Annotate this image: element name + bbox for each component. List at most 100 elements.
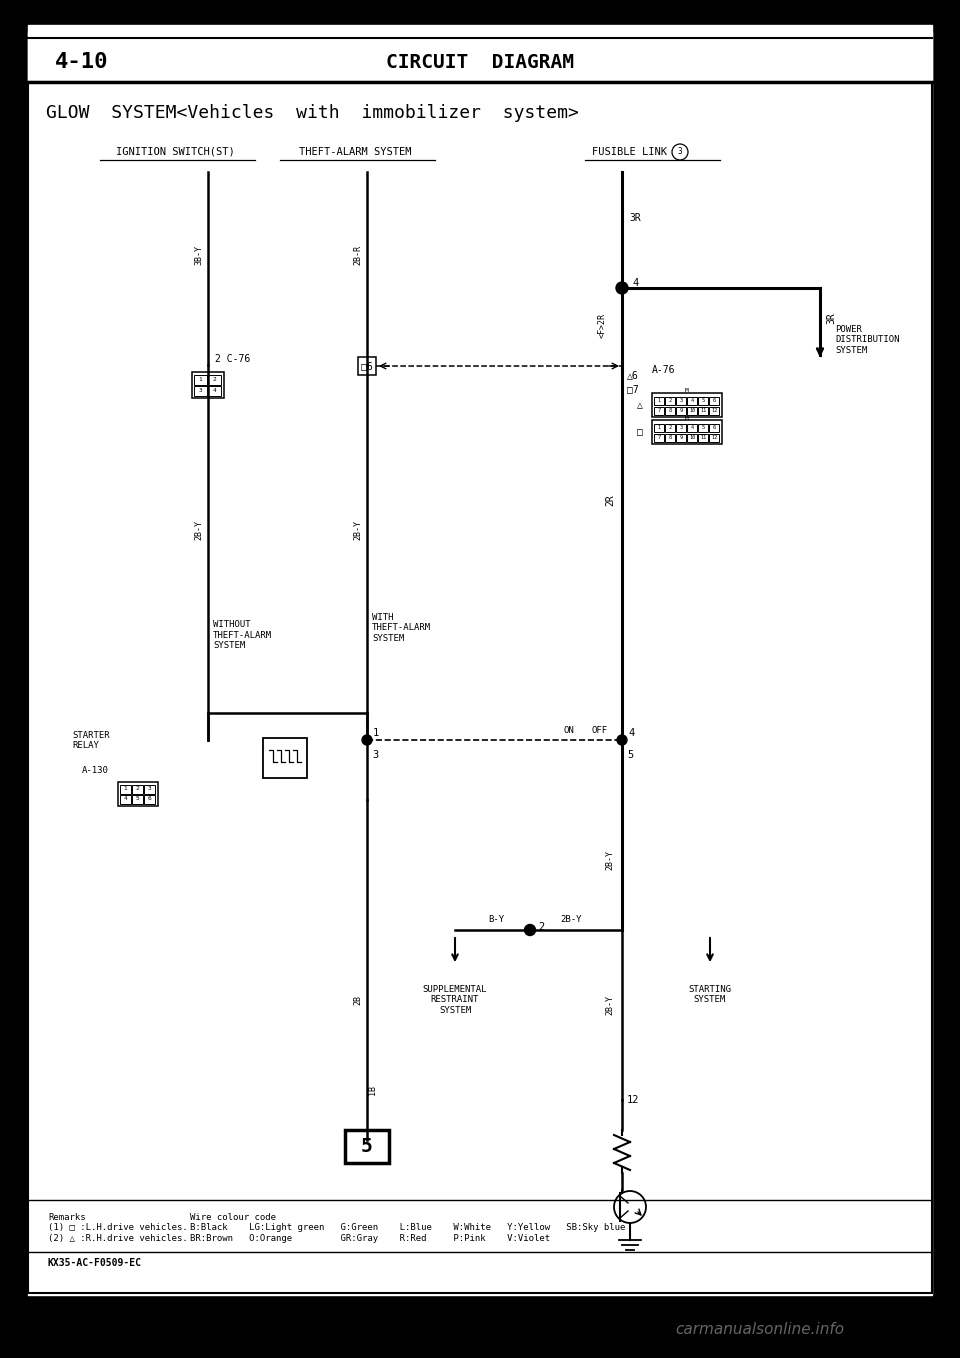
Bar [654, 397, 664, 405]
Bar [698, 407, 708, 416]
Bar [120, 794, 131, 804]
Text: B-Y: B-Y [488, 915, 504, 923]
Bar [28, 33, 932, 81]
Text: 2B-Y: 2B-Y [606, 850, 614, 870]
Bar [676, 397, 686, 405]
Text: 3B-Y: 3B-Y [195, 244, 204, 265]
Bar [652, 420, 722, 444]
Text: 6: 6 [712, 398, 715, 403]
Text: 2 C-76: 2 C-76 [215, 354, 251, 364]
Text: 8: 8 [668, 435, 672, 440]
Text: 3: 3 [372, 750, 378, 760]
Text: 7: 7 [658, 407, 660, 413]
Text: 4: 4 [212, 388, 216, 392]
Text: 12: 12 [627, 1095, 639, 1105]
Bar [132, 785, 143, 794]
Bar [709, 397, 719, 405]
Text: 11: 11 [700, 435, 707, 440]
Bar [194, 375, 207, 386]
Bar [132, 794, 143, 804]
Text: 4: 4 [628, 728, 635, 737]
Text: FUSIBLE LINK: FUSIBLE LINK [592, 147, 667, 158]
Text: 2R: 2R [605, 494, 615, 507]
Text: 4: 4 [124, 797, 128, 801]
Text: ON: ON [564, 727, 575, 735]
Text: 2: 2 [538, 922, 544, 932]
Text: 3: 3 [680, 398, 683, 403]
Bar [665, 424, 675, 432]
Bar [654, 435, 664, 441]
Text: STARTER
RELAY: STARTER RELAY [72, 731, 109, 750]
Text: carmanualsonline.info: carmanualsonline.info [676, 1323, 845, 1338]
Text: Remarks
(1) □ :L.H.drive vehicles.
(2) △ :R.H.drive vehicles.: Remarks (1) □ :L.H.drive vehicles. (2) △… [48, 1213, 188, 1243]
Text: 2B-Y: 2B-Y [195, 520, 204, 540]
Circle shape [616, 282, 628, 293]
Text: 6: 6 [712, 425, 715, 430]
Text: A-76: A-76 [652, 365, 676, 375]
Text: 9: 9 [680, 435, 683, 440]
Bar [120, 785, 131, 794]
Text: 6: 6 [148, 797, 152, 801]
Text: 3: 3 [680, 425, 683, 430]
Circle shape [524, 925, 536, 936]
Text: 4: 4 [690, 425, 693, 430]
Bar [676, 424, 686, 432]
Text: IGNITION SWITCH(ST): IGNITION SWITCH(ST) [115, 147, 234, 158]
Text: 2B-Y: 2B-Y [353, 520, 363, 540]
Text: □: □ [637, 426, 643, 437]
Text: 5: 5 [627, 750, 634, 760]
Text: OFF: OFF [592, 727, 608, 735]
Text: △: △ [637, 401, 643, 410]
Text: 2: 2 [668, 425, 672, 430]
Text: STARTING
SYSTEM: STARTING SYSTEM [688, 985, 732, 1005]
Bar [208, 386, 221, 397]
Text: 1: 1 [373, 728, 379, 737]
Text: A-130: A-130 [82, 766, 108, 775]
Text: SUPPLEMENTAL
RESTRAINT
SYSTEM: SUPPLEMENTAL RESTRAINT SYSTEM [422, 985, 488, 1014]
Bar [144, 785, 155, 794]
Bar [28, 81, 932, 1293]
Text: 12: 12 [710, 407, 717, 413]
Text: 10: 10 [689, 435, 695, 440]
Text: WITHOUT
THEFT-ALARM
SYSTEM: WITHOUT THEFT-ALARM SYSTEM [213, 621, 272, 650]
Text: 3: 3 [148, 786, 152, 792]
Bar [709, 407, 719, 416]
Text: 1B: 1B [368, 1085, 376, 1095]
Text: Wire colour code
B:Black    LG:Light green   G:Green    L:Blue    W:White   Y:Ye: Wire colour code B:Black LG:Light green … [190, 1213, 625, 1243]
Text: 2: 2 [135, 786, 139, 792]
Bar [654, 424, 664, 432]
Text: 5: 5 [361, 1138, 372, 1157]
Bar [687, 435, 697, 441]
Text: 4: 4 [632, 278, 638, 288]
Bar [709, 424, 719, 432]
Text: 3: 3 [199, 388, 203, 392]
Text: KX35-AC-F0509-EC: KX35-AC-F0509-EC [48, 1258, 142, 1268]
Text: 10: 10 [689, 407, 695, 413]
Text: △6: △6 [627, 369, 638, 380]
Text: 1: 1 [658, 425, 660, 430]
Text: □7: □7 [627, 384, 638, 394]
Bar [194, 386, 207, 397]
Text: <F>2R: <F>2R [597, 312, 607, 338]
Text: 5: 5 [702, 398, 705, 403]
Bar [676, 435, 686, 441]
Circle shape [617, 735, 627, 746]
Circle shape [362, 735, 372, 746]
Text: 2: 2 [212, 378, 216, 382]
Text: 8: 8 [668, 407, 672, 413]
Text: 2B-Y: 2B-Y [606, 995, 614, 1014]
Text: 3: 3 [678, 148, 683, 156]
Text: 2B-R: 2B-R [353, 244, 363, 265]
Text: 2B-Y: 2B-Y [560, 915, 582, 923]
Bar [665, 435, 675, 441]
Bar [652, 392, 722, 417]
Text: 7: 7 [658, 435, 660, 440]
Bar [687, 397, 697, 405]
Text: 11: 11 [700, 407, 707, 413]
Text: 4-10: 4-10 [55, 52, 108, 72]
Text: WITH
THEFT-ALARM
SYSTEM: WITH THEFT-ALARM SYSTEM [372, 612, 431, 642]
Bar [665, 407, 675, 416]
Bar [118, 782, 158, 807]
Text: 1: 1 [199, 378, 203, 382]
Text: 3R: 3R [629, 213, 640, 223]
